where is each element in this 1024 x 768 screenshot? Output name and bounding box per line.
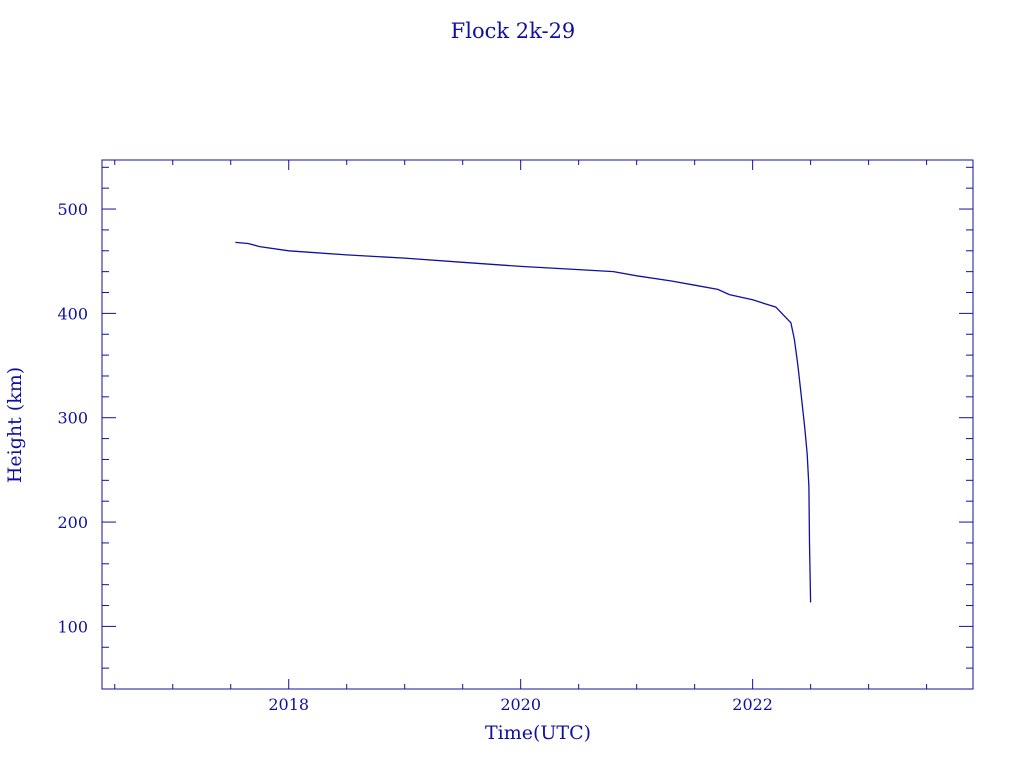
x-tick-label: 2022 (732, 695, 773, 714)
x-tick-label: 2018 (268, 695, 309, 714)
y-tick-label: 300 (57, 409, 88, 428)
y-tick-label: 500 (57, 200, 88, 219)
chart-title: Flock 2k-29 (451, 19, 576, 43)
series-line (235, 241, 812, 603)
y-tick-label: 100 (57, 617, 88, 636)
y-axis-label: Height (km) (4, 367, 26, 483)
plot-frame (101, 159, 974, 690)
y-tick-label: 400 (57, 304, 88, 323)
x-axis-label: Time(UTC) (485, 722, 591, 744)
x-tick-label: 2020 (500, 695, 541, 714)
y-tick-label: 200 (57, 513, 88, 532)
